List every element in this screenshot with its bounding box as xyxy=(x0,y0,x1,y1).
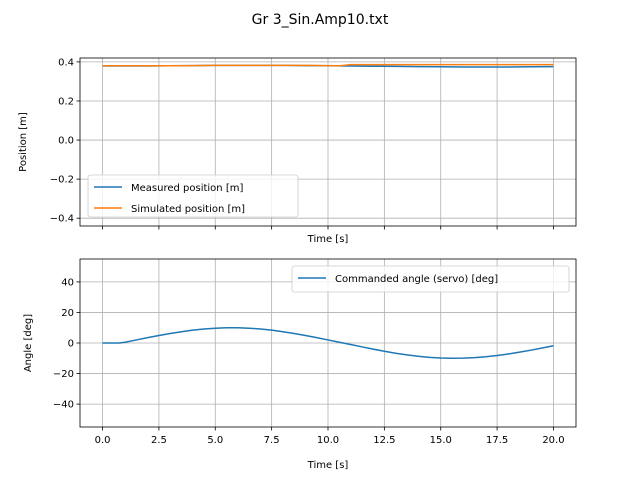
series-line-2 xyxy=(102,63,554,67)
legend-label-2: Simulated position [m] xyxy=(131,204,245,215)
y-tick-label: −0.4 xyxy=(50,214,74,225)
x-tick-label: 15.0 xyxy=(430,435,452,446)
x-tick-label: 2.5 xyxy=(151,435,167,446)
y-tick-label: 40 xyxy=(61,277,74,288)
legend: Measured position [m] Simulated position … xyxy=(87,174,299,218)
series-line-1 xyxy=(102,326,554,360)
position-plot: −0.4 −0.2 0.0 0.2 0.4 Time [s] Position [m] Mea… xyxy=(18,57,577,245)
legend-box xyxy=(291,265,570,293)
y-tick-label: 0.2 xyxy=(58,96,74,107)
x-tick-label: 5.0 xyxy=(207,435,223,446)
x-tick-label: 12.5 xyxy=(373,435,395,446)
y-tick-label: −0.2 xyxy=(50,175,74,186)
figure-title: Gr 3_Sin.Amp10.txt xyxy=(252,12,389,28)
x-tick-label: 17.5 xyxy=(486,435,508,446)
legend: Commanded angle (servo) [deg] xyxy=(291,265,570,293)
legend-label-1: Measured position [m] xyxy=(131,183,243,194)
y-tick-label: 20 xyxy=(61,308,74,319)
x-tick-label: 7.5 xyxy=(264,435,280,446)
x-tick-label: 20.0 xyxy=(542,435,564,446)
y-tick-label: 0.0 xyxy=(58,136,74,147)
y-tick-label: 0 xyxy=(68,339,74,350)
x-tick-label: 10.0 xyxy=(317,435,339,446)
x-axis-label: Time [s] xyxy=(307,460,349,471)
angle-plot: 0.0 2.5 5.0 7.5 10.0 12.5 15.0 17.5 20.0 −40 −20 0 2… xyxy=(23,258,577,471)
x-axis-label: Time [s] xyxy=(307,234,349,245)
y-tick-label: 0.4 xyxy=(58,57,74,68)
y-tick-label: −20 xyxy=(53,369,74,380)
y-axis-label: Angle [deg] xyxy=(23,314,34,372)
y-axis-label: Position [m] xyxy=(18,112,29,172)
legend-label-1: Commanded angle (servo) [deg] xyxy=(335,274,498,285)
legend-box xyxy=(87,174,299,218)
x-tick-label: 0.0 xyxy=(95,435,111,446)
y-tick-label: −40 xyxy=(53,400,74,411)
